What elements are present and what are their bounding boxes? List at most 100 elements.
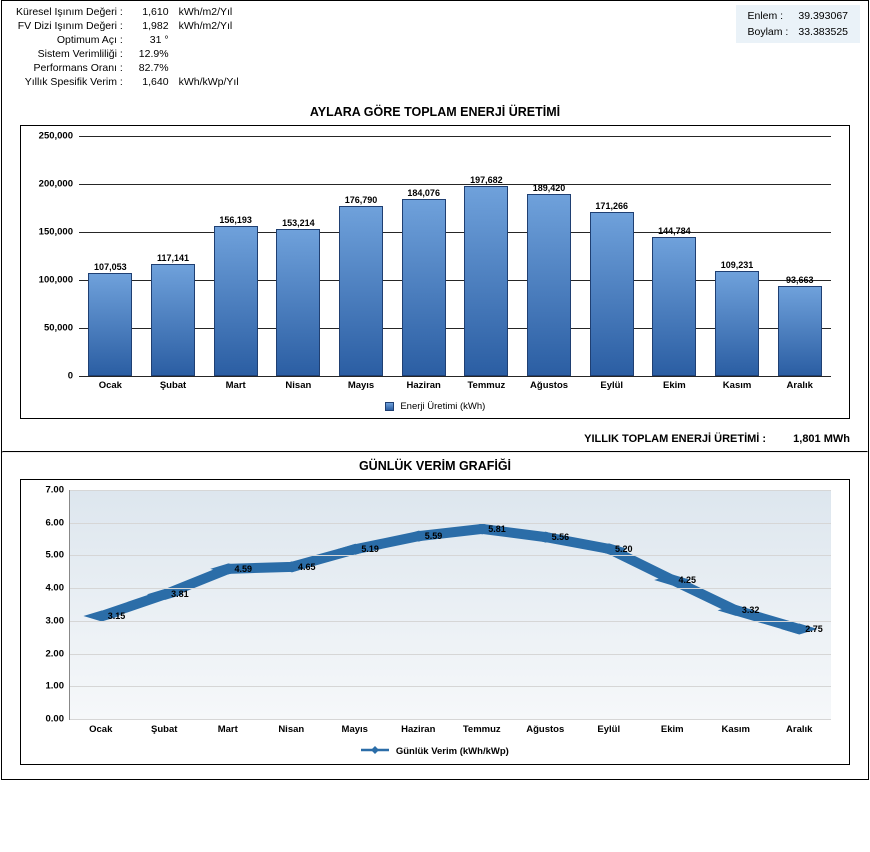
stats-unit: kWh/m2/Yıl (175, 5, 245, 19)
bar: 189,420 (527, 194, 571, 376)
bar-value-label: 93,663 (786, 275, 814, 285)
bar-value-label: 171,266 (595, 201, 628, 211)
bar-value-label: 107,053 (94, 262, 127, 272)
stats-value: 1,640 (129, 75, 175, 89)
bar: 197,682 (464, 186, 508, 376)
section-divider (2, 451, 868, 453)
stats-label: Performans Oranı : (10, 61, 129, 75)
x-tick-label: Nisan (260, 724, 324, 735)
gridline (70, 555, 831, 556)
point-value-label: 4.25 (678, 575, 696, 585)
bar-value-label: 189,420 (533, 183, 566, 193)
stats-label: Sistem Verimliliği : (10, 47, 129, 61)
bar-wrap: 197,682 (455, 136, 518, 376)
x-tick-label: Ağustos (518, 380, 581, 391)
bar-wrap: 153,214 (267, 136, 330, 376)
bar-value-label: 144,784 (658, 226, 691, 236)
lat-label: Enlem : (744, 9, 793, 23)
bar-wrap: 156,193 (204, 136, 267, 376)
line-chart-x-labels: OcakŞubatMartNisanMayısHaziranTemmuzAğus… (69, 724, 831, 735)
lon-label: Boylam : (744, 25, 793, 39)
bar-legend-label: Enerji Üretimi (kWh) (400, 401, 485, 412)
bar: 144,784 (652, 237, 696, 376)
y-tick-label: 100,000 (39, 275, 79, 286)
bar-wrap: 189,420 (518, 136, 581, 376)
point-value-label: 2.75 (805, 624, 823, 634)
x-tick-label: Aralık (768, 380, 831, 391)
annual-total-row: YILLIK TOPLAM ENERJİ ÜRETİMİ : 1,801 MWh (2, 427, 868, 451)
bar: 107,053 (88, 273, 132, 376)
x-tick-label: Haziran (392, 380, 455, 391)
stats-label: Optimum Açı : (10, 33, 129, 47)
stats-unit: kWh/m2/Yıl (175, 19, 245, 33)
x-tick-label: Şubat (142, 380, 205, 391)
y-tick-label: 200,000 (39, 179, 79, 190)
x-tick-label: Kasım (704, 724, 768, 735)
point-value-label: 3.15 (108, 611, 126, 621)
x-tick-label: Mayıs (323, 724, 387, 735)
legend-swatch (385, 402, 394, 411)
line-chart-outer: 0.001.002.003.004.005.006.007.003.153.81… (20, 479, 850, 765)
bar-chart-outer: 050,000100,000150,000200,000250,000107,0… (20, 125, 850, 419)
bar: 117,141 (151, 264, 195, 376)
stats-value: 31 ° (129, 33, 175, 47)
bar-chart-title: AYLARA GÖRE TOPLAM ENERJİ ÜRETİMİ (2, 105, 868, 119)
lat-value: 39.393067 (794, 9, 852, 23)
bar-value-label: 176,790 (345, 195, 378, 205)
x-tick-label: Nisan (267, 380, 330, 391)
gridline (70, 621, 831, 622)
point-value-label: 5.19 (361, 544, 379, 554)
y-tick-label: 5.00 (46, 550, 71, 561)
y-tick-label: 150,000 (39, 227, 79, 238)
y-tick-label: 4.00 (46, 583, 71, 594)
bar-value-label: 184,076 (407, 188, 440, 198)
point-value-label: 4.65 (298, 562, 316, 572)
point-value-label: 5.59 (425, 531, 443, 541)
coords-block: Enlem : 39.393067 Boylam : 33.383525 (736, 5, 861, 89)
stats-label: FV Dizi Işınım Değeri : (10, 19, 129, 33)
bar-chart-x-labels: OcakŞubatMartNisanMayısHaziranTemmuzAğus… (79, 380, 831, 391)
report-page: Küresel Işınım Değeri :1,610kWh/m2/Yıl FV… (1, 0, 869, 780)
y-tick-label: 6.00 (46, 517, 71, 528)
x-tick-label: Ekim (643, 380, 706, 391)
bar-wrap: 171,266 (580, 136, 643, 376)
stats-unit (175, 47, 245, 61)
y-tick-label: 0.00 (46, 714, 71, 725)
bar: 109,231 (715, 271, 759, 376)
x-tick-label: Haziran (387, 724, 451, 735)
bar: 184,076 (402, 199, 446, 376)
bar: 176,790 (339, 206, 383, 376)
point-value-label: 3.81 (171, 589, 189, 599)
point-value-label: 5.81 (488, 524, 506, 534)
bar: 156,193 (214, 226, 258, 376)
stats-row: Optimum Açı :31 ° (10, 33, 245, 47)
x-tick-label: Aralık (768, 724, 832, 735)
bar-wrap: 144,784 (643, 136, 706, 376)
stats-label: Küresel Işınım Değeri : (10, 5, 129, 19)
y-tick-label: 1.00 (46, 681, 71, 692)
stats-label: Yıllık Spesifik Verim : (10, 75, 129, 89)
lon-value: 33.383525 (794, 25, 852, 39)
bar-value-label: 117,141 (157, 253, 189, 263)
point-value-label: 5.56 (552, 532, 570, 542)
bar-wrap: 107,053 (79, 136, 142, 376)
bar-wrap: 109,231 (706, 136, 769, 376)
bar-wrap: 93,663 (768, 136, 831, 376)
x-tick-label: Ocak (69, 724, 133, 735)
x-tick-label: Temmuz (455, 380, 518, 391)
stats-value: 1,610 (129, 5, 175, 19)
bar-chart-frame: 050,000100,000150,000200,000250,000107,0… (20, 125, 850, 419)
gridline (70, 686, 831, 687)
stats-unit (175, 61, 245, 75)
y-tick-label: 7.00 (46, 485, 71, 496)
bar-wrap: 184,076 (392, 136, 455, 376)
x-tick-label: Kasım (706, 380, 769, 391)
gridline (70, 523, 831, 524)
stats-row: Yıllık Spesifik Verim :1,640kWh/kWp/Yıl (10, 75, 245, 89)
line-chart-plot: 0.001.002.003.004.005.006.007.003.153.81… (69, 490, 831, 720)
line-legend-marker (361, 745, 389, 758)
stats-value: 12.9% (129, 47, 175, 61)
bar: 153,214 (276, 229, 320, 376)
x-tick-label: Şubat (133, 724, 197, 735)
bar: 93,663 (778, 286, 822, 376)
